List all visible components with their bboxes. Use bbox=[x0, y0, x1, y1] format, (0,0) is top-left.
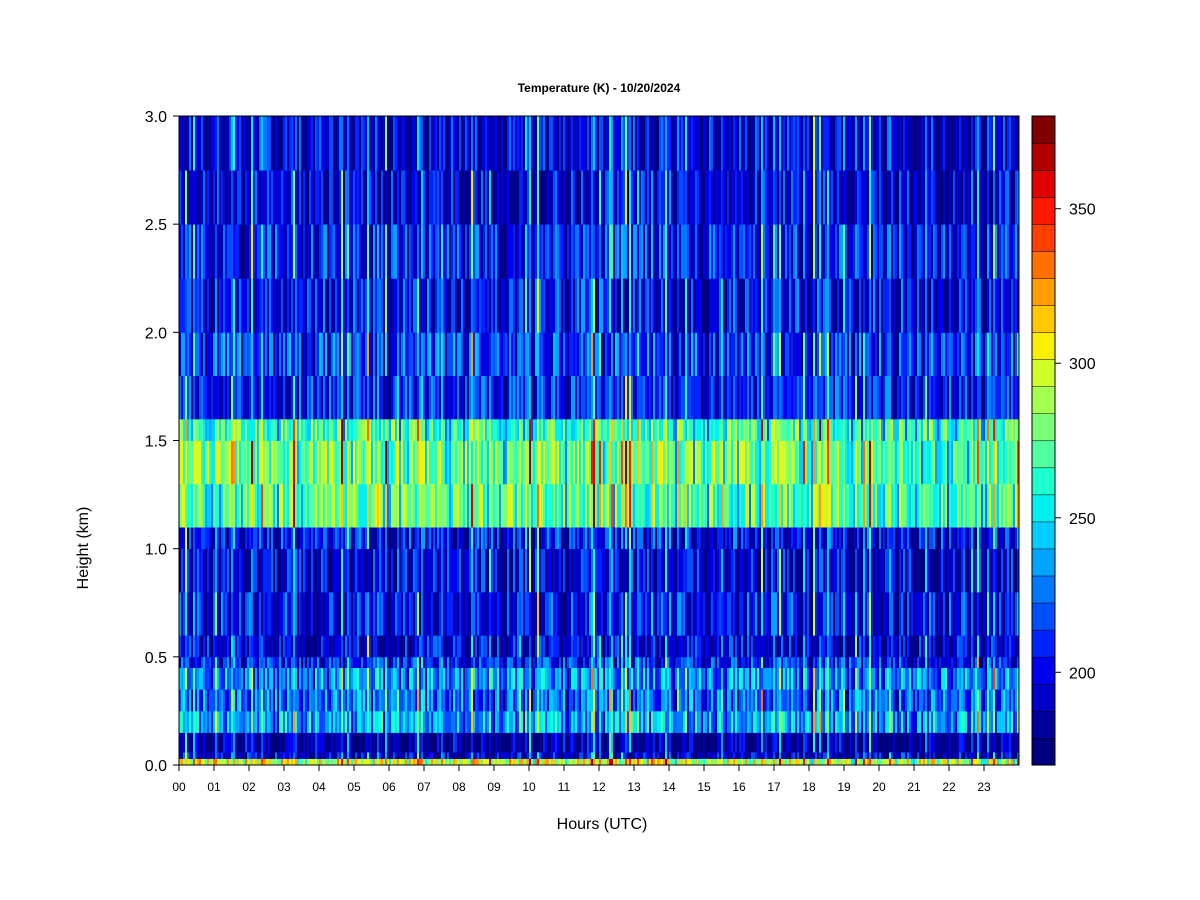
colorbar-level bbox=[1031, 602, 1056, 631]
x-tick-label: 02 bbox=[242, 780, 256, 794]
chart-title: Temperature (K) - 10/20/2024 bbox=[518, 81, 681, 95]
x-tick-label: 20 bbox=[872, 780, 886, 794]
colorbar-level bbox=[1031, 196, 1056, 225]
colorbar-level bbox=[1031, 305, 1056, 333]
x-tick-label: 22 bbox=[942, 780, 956, 794]
colorbar-frame bbox=[1031, 115, 1056, 766]
x-tick-label: 10 bbox=[522, 780, 536, 794]
y-tick-label: 3.0 bbox=[145, 109, 167, 126]
colorbar-level bbox=[1031, 142, 1056, 171]
x-tick-label: 11 bbox=[558, 780, 571, 794]
colorbar-level bbox=[1031, 332, 1056, 360]
y-axis-label: Height (km) bbox=[75, 507, 92, 590]
x-tick-label: 05 bbox=[347, 780, 361, 794]
y-tick-label: 1.5 bbox=[145, 434, 167, 451]
colorbar-level bbox=[1031, 494, 1056, 523]
colorbar-level bbox=[1031, 169, 1056, 198]
x-axis: 00 01 02 03 04 05 06 07 08 09 10 11 12 13 14 15 16 17 18 19… bbox=[172, 765, 991, 794]
x-tick-label: 08 bbox=[452, 780, 466, 794]
colorbar-level bbox=[1031, 629, 1056, 658]
colorbar: 200 250 300 350 bbox=[1031, 115, 1096, 766]
x-tick-label: 00 bbox=[172, 780, 186, 794]
colorbar-level bbox=[1031, 359, 1056, 387]
y-axis: 0.0 0.5 1.0 1.5 2.0 2.5 3.0 bbox=[145, 109, 179, 775]
x-tick-label: 01 bbox=[207, 780, 221, 794]
y-tick-label: 1.0 bbox=[145, 542, 167, 559]
x-tick-label: 03 bbox=[277, 780, 291, 794]
x-axis-label: Hours (UTC) bbox=[557, 816, 648, 833]
y-tick-label: 0.0 bbox=[145, 758, 167, 775]
colorbar-level bbox=[1031, 575, 1056, 604]
colorbar-level bbox=[1031, 656, 1056, 685]
x-tick-label: 04 bbox=[312, 780, 326, 794]
colorbar-level bbox=[1031, 467, 1056, 496]
y-tick-label: 2.5 bbox=[145, 217, 167, 234]
colorbar-level bbox=[1031, 115, 1056, 144]
colorbar-level bbox=[1031, 250, 1056, 279]
x-tick-label: 21 bbox=[907, 780, 921, 794]
colorbar-tick-label: 250 bbox=[1069, 511, 1096, 528]
x-tick-label: 18 bbox=[802, 780, 816, 794]
colorbar-level bbox=[1031, 683, 1056, 712]
x-tick-label: 13 bbox=[627, 780, 641, 794]
x-tick-label: 09 bbox=[487, 780, 501, 794]
colorbar-tick-label: 350 bbox=[1069, 202, 1096, 219]
colorbar-tick-label: 200 bbox=[1069, 665, 1096, 682]
y-tick-label: 2.0 bbox=[145, 325, 167, 342]
x-tick-label: 06 bbox=[382, 780, 396, 794]
x-tick-label: 16 bbox=[732, 780, 746, 794]
colorbar-level bbox=[1031, 548, 1056, 577]
colorbar-level bbox=[1031, 440, 1056, 469]
colorbar-level bbox=[1031, 413, 1056, 442]
y-tick-label: 0.5 bbox=[145, 650, 167, 667]
colorbar-level bbox=[1031, 278, 1056, 306]
colorbar-level bbox=[1031, 710, 1056, 739]
x-tick-label: 17 bbox=[767, 780, 781, 794]
x-tick-label: 19 bbox=[837, 780, 851, 794]
colorbar-level bbox=[1031, 737, 1056, 766]
x-tick-label: 15 bbox=[697, 780, 711, 794]
colorbar-level bbox=[1031, 223, 1056, 252]
heatmap-field bbox=[179, 116, 1020, 766]
colorbar-tick-label: 300 bbox=[1069, 356, 1096, 373]
colorbar-level bbox=[1031, 521, 1056, 550]
x-tick-label: 23 bbox=[977, 780, 991, 794]
colorbar-level bbox=[1031, 386, 1056, 415]
x-tick-label: 14 bbox=[662, 780, 676, 794]
x-tick-label: 12 bbox=[592, 780, 606, 794]
x-tick-label: 07 bbox=[417, 780, 431, 794]
